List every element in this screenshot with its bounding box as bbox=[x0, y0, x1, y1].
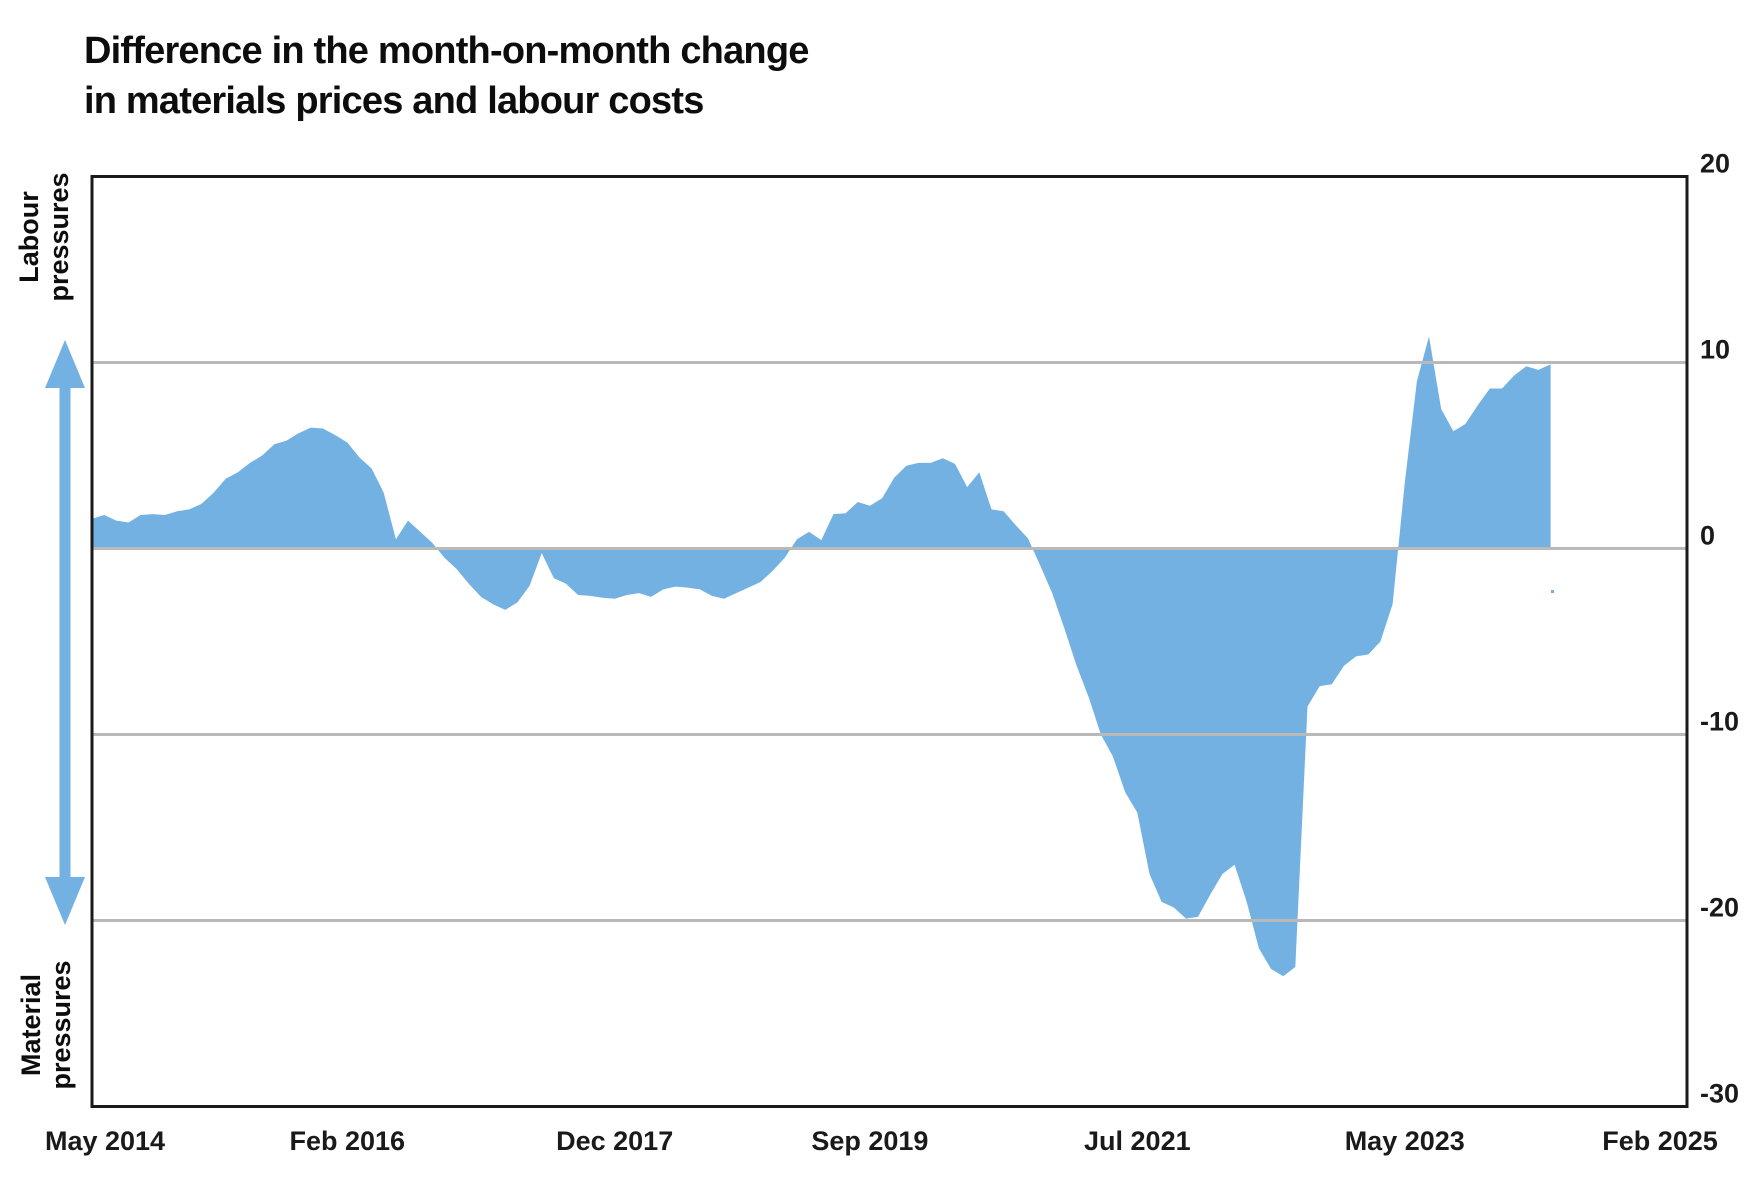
x-tick-label: Feb 2025 bbox=[1602, 1126, 1718, 1156]
area-series bbox=[92, 336, 1551, 977]
chart-title-line1: Difference in the month-on-month change bbox=[84, 30, 809, 72]
x-tick-label: May 2023 bbox=[1345, 1126, 1465, 1156]
y-tick-label: -10 bbox=[1700, 707, 1739, 737]
x-axis-tick-labels: May 2014 Feb 2016 Dec 2017 Sep 2019 Jul 2021… bbox=[45, 1126, 1718, 1156]
pressure-direction-arrow-icon bbox=[45, 340, 85, 925]
arrow-head-down-icon bbox=[45, 877, 85, 925]
material-pressures-label: Material pressures bbox=[16, 960, 76, 1090]
y-tick-label: -20 bbox=[1700, 893, 1739, 923]
x-tick-label: Jul 2021 bbox=[1084, 1126, 1191, 1156]
arrow-head-up-icon bbox=[45, 340, 85, 388]
chart-title-line2: in materials prices and labour costs bbox=[84, 80, 704, 122]
gridlines-group bbox=[92, 361, 1687, 922]
x-tick-label: Feb 2016 bbox=[289, 1126, 405, 1156]
area-series-group bbox=[92, 336, 1551, 977]
chart-title: Difference in the month-on-month change … bbox=[84, 26, 809, 126]
plot-border bbox=[90, 175, 1689, 1108]
x-tick-label: Dec 2017 bbox=[556, 1126, 673, 1156]
stray-dot bbox=[1551, 590, 1554, 593]
y-axis-tick-labels: 20 10 0 -10 -20 -30 bbox=[1700, 149, 1739, 1109]
y-tick-label: -30 bbox=[1700, 1079, 1739, 1109]
y-tick-label: 20 bbox=[1700, 149, 1730, 179]
x-tick-label: May 2014 bbox=[45, 1126, 165, 1156]
y-tick-label: 0 bbox=[1700, 521, 1715, 551]
x-tick-label: Sep 2019 bbox=[811, 1126, 928, 1156]
labour-pressures-label: Labour pressures bbox=[14, 172, 74, 302]
y-tick-label: 10 bbox=[1700, 335, 1730, 365]
